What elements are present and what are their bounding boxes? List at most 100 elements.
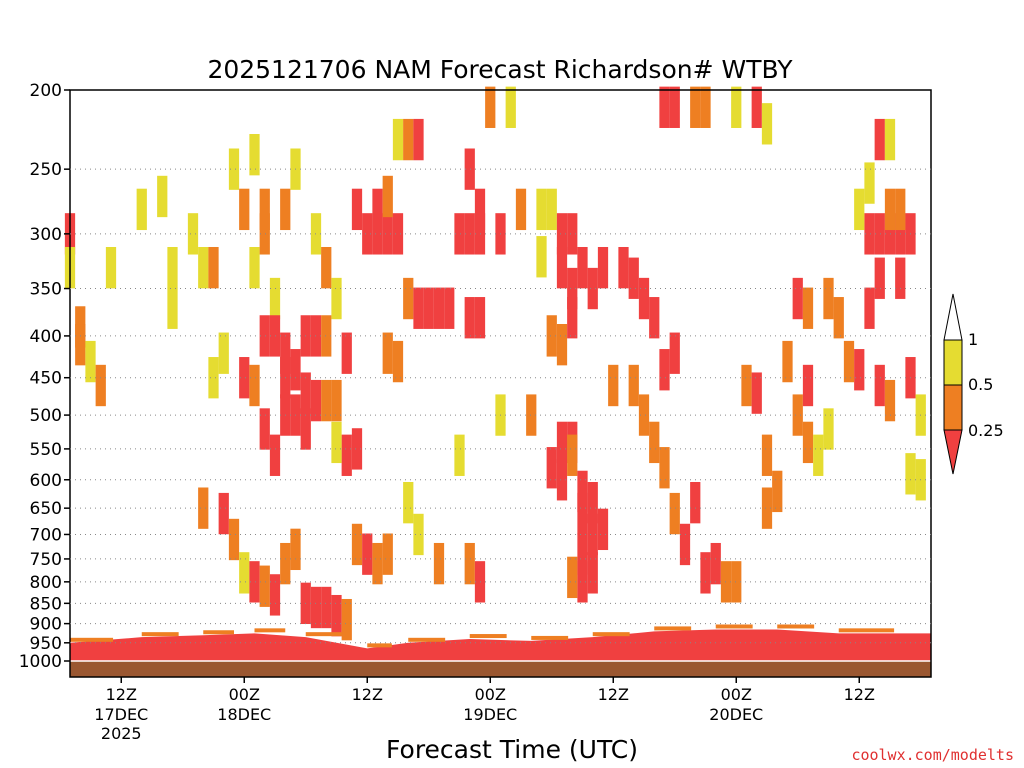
plot-area xyxy=(64,86,932,678)
ri-cell xyxy=(546,315,557,357)
ri-cell xyxy=(321,315,332,357)
ri-cell xyxy=(567,556,578,599)
ri-cell xyxy=(280,542,291,585)
ri-cell xyxy=(280,332,291,374)
ri-cell xyxy=(628,364,639,407)
ri-cell xyxy=(403,118,414,161)
ri-cell xyxy=(208,246,219,289)
x-tick-date: 18DEC xyxy=(217,705,271,724)
bl-top-edge xyxy=(469,634,507,639)
ri-cell xyxy=(567,213,578,255)
ri-cell xyxy=(700,552,711,594)
y-tick-label: 250 xyxy=(30,160,62,180)
ri-cell xyxy=(669,492,680,535)
ri-cell xyxy=(85,340,96,383)
ri-cell xyxy=(741,364,752,407)
ri-cell xyxy=(423,287,434,329)
ri-cell xyxy=(843,340,855,383)
x-tick-date: 19DEC xyxy=(463,705,517,724)
ri-cell xyxy=(136,188,147,231)
ri-cell xyxy=(413,287,424,329)
y-tick-label: 650 xyxy=(30,499,62,519)
ri-cell xyxy=(433,542,445,585)
y-tick-label: 400 xyxy=(30,327,62,347)
bl-top-edge xyxy=(592,632,630,637)
ri-cell xyxy=(669,332,680,374)
ri-cell xyxy=(874,118,885,161)
ri-cell xyxy=(587,552,598,594)
ri-cell xyxy=(218,332,229,374)
y-tick-label: 900 xyxy=(30,615,62,635)
ri-cell xyxy=(526,394,537,436)
x-tick-date: 17DEC xyxy=(94,705,148,724)
bl-top-edge xyxy=(254,628,286,633)
ri-cell xyxy=(331,594,342,637)
bl-top-edge xyxy=(408,637,446,642)
ri-cell xyxy=(259,213,270,255)
ri-cell xyxy=(382,175,393,218)
legend-label: 0.25 xyxy=(968,421,1004,440)
ri-cell xyxy=(239,357,250,399)
ri-cell xyxy=(464,297,475,339)
ri-cell xyxy=(597,508,609,551)
ri-cell xyxy=(310,379,322,422)
ri-cell xyxy=(167,246,178,289)
ri-cell xyxy=(321,586,332,629)
ri-cell xyxy=(577,561,588,603)
ri-cell xyxy=(351,428,363,470)
ri-cell xyxy=(690,481,701,524)
ri-cell xyxy=(249,134,260,176)
ri-cell xyxy=(628,257,639,299)
ri-cell xyxy=(454,434,465,476)
ri-cell xyxy=(259,565,270,607)
ri-cell xyxy=(485,86,496,128)
ri-cell xyxy=(874,257,885,299)
ri-cell xyxy=(464,148,475,190)
ri-cell xyxy=(300,372,311,414)
ri-cell xyxy=(341,332,352,374)
ri-cell xyxy=(218,492,229,535)
ri-cell xyxy=(351,523,363,566)
ri-cell xyxy=(638,394,650,436)
legend-swatch-below-0.25 xyxy=(943,429,963,475)
ri-cell xyxy=(813,434,824,476)
ri-cell xyxy=(802,287,814,329)
y-tick-label: 750 xyxy=(30,550,62,570)
ri-cell xyxy=(269,277,281,320)
ri-cell xyxy=(761,487,773,529)
ri-cell xyxy=(239,188,250,231)
ri-cell xyxy=(618,246,629,289)
ri-cell xyxy=(167,287,178,329)
ri-cell xyxy=(874,364,885,407)
gridlines xyxy=(70,168,931,644)
ri-cell xyxy=(874,213,885,255)
ri-cell xyxy=(659,86,670,128)
y-tick-label: 950 xyxy=(30,634,62,654)
ri-cell xyxy=(433,287,445,329)
ri-cell xyxy=(382,213,393,255)
plot-frame xyxy=(69,89,932,678)
x-tick-label: 00Z xyxy=(229,685,260,704)
ri-cell xyxy=(392,340,404,383)
ri-cell xyxy=(577,492,588,535)
ri-cell xyxy=(269,434,281,476)
x-tick-label: 12Z xyxy=(352,685,383,704)
ri-cell xyxy=(280,188,291,231)
ri-cell xyxy=(321,246,332,289)
credit-link[interactable]: coolwx.com/modelts xyxy=(851,746,1014,764)
ri-cell xyxy=(802,421,814,464)
ri-cell xyxy=(239,552,250,594)
ri-cell xyxy=(392,213,404,255)
ri-cell xyxy=(587,513,598,556)
ri-cell xyxy=(864,287,875,329)
x-axis-title: Forecast Time (UTC) xyxy=(386,735,638,764)
ri-cell xyxy=(341,434,352,476)
ri-cell xyxy=(269,574,281,616)
ri-cell xyxy=(761,103,773,145)
ri-cell xyxy=(392,118,404,161)
x-tick-date: 20DEC xyxy=(709,705,763,724)
ri-cell xyxy=(208,357,219,399)
ri-cell xyxy=(854,349,865,391)
